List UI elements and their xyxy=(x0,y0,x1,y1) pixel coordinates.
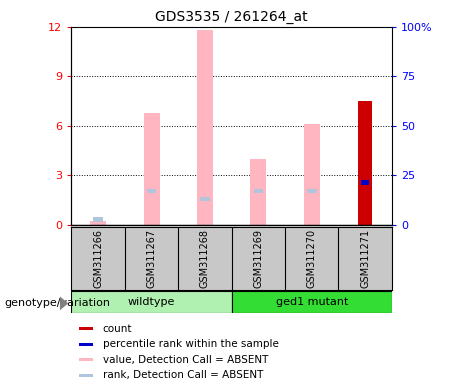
Bar xyxy=(79,343,93,346)
Text: GSM311271: GSM311271 xyxy=(360,229,370,288)
Text: value, Detection Call = ABSENT: value, Detection Call = ABSENT xyxy=(103,354,268,364)
Bar xyxy=(250,159,266,225)
Bar xyxy=(147,189,156,193)
Bar xyxy=(90,221,106,225)
Text: GSM311266: GSM311266 xyxy=(93,229,103,288)
Text: GSM311268: GSM311268 xyxy=(200,229,210,288)
Bar xyxy=(304,124,320,225)
Bar xyxy=(79,358,93,361)
Bar xyxy=(231,291,392,313)
Text: ged1 mutant: ged1 mutant xyxy=(276,297,348,307)
Text: count: count xyxy=(103,324,132,334)
Bar xyxy=(143,113,160,225)
Bar xyxy=(358,101,372,225)
Bar xyxy=(307,189,317,193)
Bar xyxy=(254,189,263,193)
Text: GSM311270: GSM311270 xyxy=(307,229,317,288)
Text: GSM311267: GSM311267 xyxy=(147,229,157,288)
Bar xyxy=(79,374,93,377)
Bar xyxy=(361,180,369,185)
Text: wildtype: wildtype xyxy=(128,297,175,307)
Bar xyxy=(200,197,210,201)
Text: genotype/variation: genotype/variation xyxy=(5,298,111,308)
Bar xyxy=(93,217,103,222)
Bar xyxy=(71,291,231,313)
Bar xyxy=(197,30,213,225)
Title: GDS3535 / 261264_at: GDS3535 / 261264_at xyxy=(155,10,308,25)
Text: percentile rank within the sample: percentile rank within the sample xyxy=(103,339,279,349)
Text: rank, Detection Call = ABSENT: rank, Detection Call = ABSENT xyxy=(103,370,263,380)
Bar xyxy=(79,328,93,330)
Text: GSM311269: GSM311269 xyxy=(254,229,263,288)
